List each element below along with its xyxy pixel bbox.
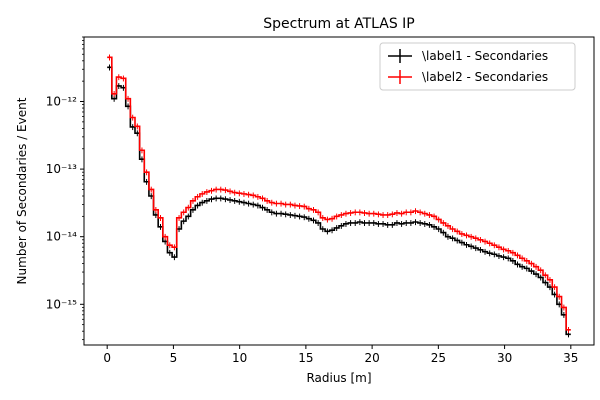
x-axis: 0 5 10 15 20 25 30 35 [103,345,578,365]
legend-label-1: \label1 - Secondaries [422,49,548,63]
series-2 [107,54,571,333]
x-tick-label: 5 [170,351,178,365]
series-line-2 [107,56,571,331]
series-layer [107,54,571,338]
x-tick-label: 15 [298,351,313,365]
legend-entry-2: \label2 - Secondaries [388,70,548,84]
series-errorbars-2 [109,54,569,333]
x-tick-label: 20 [364,351,379,365]
x-tick-label: 25 [431,351,446,365]
x-tick-label: 30 [497,351,512,365]
y-tick-label: 10⁻¹³ [46,162,77,176]
plot-frame [83,36,595,346]
legend-entry-1: \label1 - Secondaries [388,49,548,63]
x-tick-label: 10 [232,351,247,365]
legend-label-2: \label2 - Secondaries [422,70,548,84]
y-tick-label: 10⁻¹⁵ [46,297,77,311]
series-errorbars-1 [109,64,569,338]
x-axis-label: Radius [m] [306,371,371,385]
y-tick-label: 10⁻¹⁴ [46,230,77,244]
legend-box [379,42,576,91]
series-line-1 [107,66,571,336]
x-tick-label: 0 [103,351,111,365]
x-tick-label: 35 [563,351,578,365]
series-1 [107,64,571,338]
y-axis: 10⁻¹⁵ 10⁻¹⁴ 10⁻¹³ 10⁻¹² [46,36,84,341]
y-tick-label: 10⁻¹² [46,95,77,109]
legend: \label1 - Secondaries \label2 - Secondar… [379,42,576,91]
y-axis-label: Number of Secondaries / Event [15,97,29,284]
chart-title: Spectrum at ATLAS IP [263,16,414,32]
